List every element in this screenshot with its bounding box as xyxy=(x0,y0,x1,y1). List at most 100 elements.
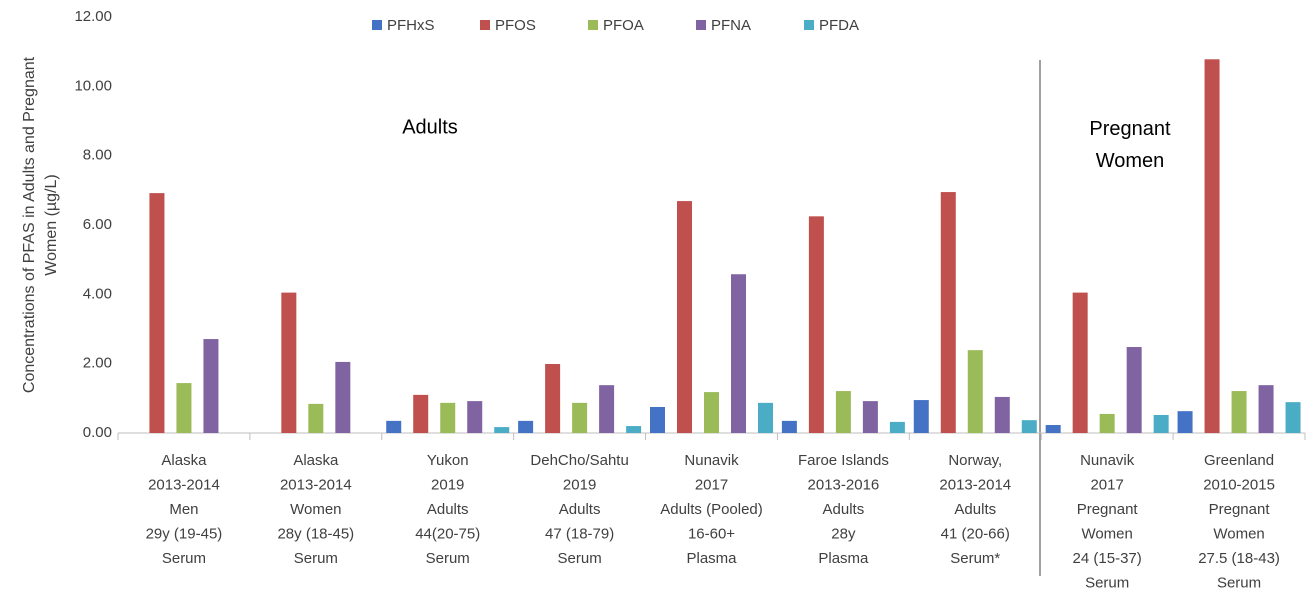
x-tick-label: Pregnant xyxy=(1077,501,1139,518)
x-tick-label: Serum xyxy=(1217,574,1261,591)
bar xyxy=(494,427,510,433)
bar xyxy=(626,426,642,433)
bar xyxy=(149,193,165,433)
x-tick-label: 2010-2015 xyxy=(1203,476,1275,493)
annotation-line: Women xyxy=(1096,150,1165,172)
x-tick-label: Plasma xyxy=(818,550,869,567)
legend-swatch xyxy=(696,20,706,30)
y-tick-label: 12.00 xyxy=(74,8,112,25)
bar xyxy=(518,420,534,433)
x-tick-label: 2013-2014 xyxy=(280,476,352,493)
x-tick-label: Adults xyxy=(823,501,865,518)
x-tick-label: 28y xyxy=(831,525,856,542)
x-tick-label: DehCho/Sahtu xyxy=(530,452,628,469)
legend-label: PFOS xyxy=(495,17,536,34)
y-tick-label: 10.00 xyxy=(74,77,112,94)
x-tick-label: Faroe Islands xyxy=(798,452,889,469)
bar xyxy=(599,385,615,433)
bar xyxy=(650,407,665,433)
x-tick-label: 27.5 (18-43) xyxy=(1198,550,1280,567)
x-tick-label: Adults xyxy=(954,501,996,518)
x-tick-label: Greenland xyxy=(1204,452,1274,469)
bar xyxy=(1099,413,1115,433)
bar xyxy=(1021,420,1037,433)
bar xyxy=(835,391,851,433)
x-tick-label: Alaska xyxy=(161,452,207,469)
x-tick-label: 28y (18-45) xyxy=(277,525,354,542)
bar xyxy=(731,274,746,433)
x-tick-label: 24 (15-37) xyxy=(1073,550,1142,567)
legend-label: PFNA xyxy=(711,17,751,34)
legend-label: PFOA xyxy=(603,17,644,34)
x-tick-label: Serum xyxy=(426,550,470,567)
bar xyxy=(677,201,692,433)
bar xyxy=(889,421,905,433)
x-tick-label: Serum xyxy=(1085,574,1129,591)
annotation: Adults xyxy=(402,116,458,138)
bar xyxy=(413,394,429,433)
bar xyxy=(940,192,956,433)
bar xyxy=(572,402,588,433)
bar xyxy=(1285,402,1301,433)
bar xyxy=(758,402,773,433)
x-tick-label: 2013-2014 xyxy=(939,476,1011,493)
bar xyxy=(203,339,219,433)
x-tick-label: Serum xyxy=(162,550,206,567)
x-tick-label: Adults xyxy=(559,501,601,518)
bar xyxy=(913,400,929,433)
y-axis-title: Concentrations of PFAS in Adults and Pre… xyxy=(21,56,60,393)
x-tick-label: Nunavik xyxy=(1080,452,1135,469)
x-tick-label: Yukon xyxy=(427,452,469,469)
x-tick-label: 2013-2014 xyxy=(148,476,220,493)
x-tick-label: 2013-2016 xyxy=(808,476,880,493)
x-tick-label: 2019 xyxy=(563,476,596,493)
x-tick-label: Women xyxy=(1081,525,1132,542)
bar xyxy=(1177,411,1193,433)
x-tick-label: 44(20-75) xyxy=(415,525,480,542)
x-tick-label: Alaska xyxy=(293,452,339,469)
annotation-line: Pregnant xyxy=(1089,118,1171,140)
y-tick-label: 0.00 xyxy=(83,424,112,441)
bar xyxy=(176,383,192,433)
x-tick-label: 2017 xyxy=(695,476,728,493)
legend-label: PFHxS xyxy=(387,17,435,34)
x-tick-label: 2017 xyxy=(1090,476,1123,493)
y-tick-label: 4.00 xyxy=(83,285,112,302)
bar xyxy=(862,401,878,433)
bar xyxy=(808,216,824,433)
y-tick-label: 6.00 xyxy=(83,216,112,233)
y-axis-title-line: Women (µg/L) xyxy=(43,174,60,275)
x-tick-label: Plasma xyxy=(686,550,737,567)
bar xyxy=(440,402,456,433)
x-tick-label: Women xyxy=(290,501,341,518)
annotation: Pregnant Women xyxy=(1089,118,1171,172)
bar xyxy=(1072,292,1088,433)
legend-swatch xyxy=(480,20,490,30)
y-tick-label: 2.00 xyxy=(83,355,112,372)
x-tick-label: Serum xyxy=(558,550,602,567)
x-tick-label: Adults xyxy=(427,501,469,518)
bar xyxy=(335,361,351,433)
bar xyxy=(1126,347,1142,433)
x-tick-label: Nunavik xyxy=(684,452,739,469)
x-tick-label: 2019 xyxy=(431,476,464,493)
legend-swatch xyxy=(588,20,598,30)
bar xyxy=(281,292,297,433)
x-tick-label: Norway, xyxy=(948,452,1002,469)
bar xyxy=(308,403,324,433)
x-tick-label: Men xyxy=(169,501,198,518)
legend-label: PFDA xyxy=(819,17,859,34)
y-tick-label: 8.00 xyxy=(83,147,112,164)
x-tick-label: Women xyxy=(1213,525,1264,542)
x-tick-label: Pregnant xyxy=(1209,501,1271,518)
bar xyxy=(386,420,402,433)
x-tick-label: 47 (18-79) xyxy=(545,525,614,542)
bar xyxy=(994,396,1010,433)
legend-swatch xyxy=(804,20,814,30)
legend-swatch xyxy=(372,20,382,30)
x-tick-label: 29y (19-45) xyxy=(146,525,223,542)
x-tick-label: Adults (Pooled) xyxy=(660,501,763,518)
bar xyxy=(1258,385,1274,433)
bar xyxy=(1045,425,1061,433)
